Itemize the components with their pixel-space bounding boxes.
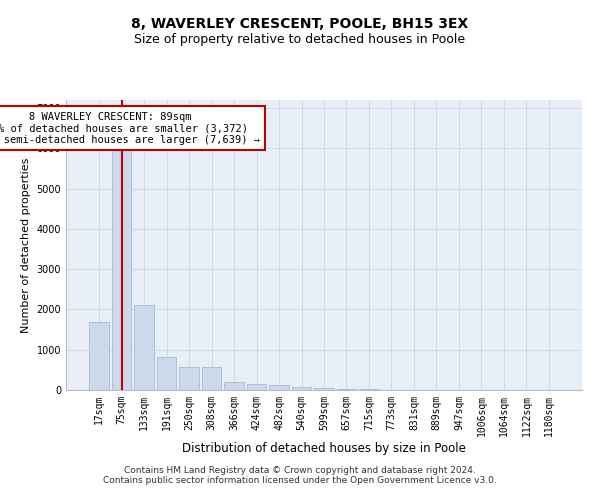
Bar: [314, 388, 334, 390]
Bar: [179, 368, 199, 390]
Text: 8 WAVERLEY CRESCENT: 89sqm
← 30% of detached houses are smaller (3,372)
69% of s: 8 WAVERLEY CRESCENT: 89sqm ← 30% of deta…: [0, 112, 260, 145]
X-axis label: Distribution of detached houses by size in Poole: Distribution of detached houses by size …: [182, 442, 466, 454]
Bar: [134, 306, 154, 390]
Bar: [112, 128, 131, 390]
Bar: [247, 384, 266, 390]
Bar: [157, 357, 176, 390]
Bar: [292, 387, 311, 390]
Bar: [202, 368, 221, 390]
Bar: [224, 382, 244, 390]
Bar: [337, 389, 356, 390]
Text: Size of property relative to detached houses in Poole: Size of property relative to detached ho…: [134, 32, 466, 46]
Bar: [269, 385, 289, 390]
Text: Contains HM Land Registry data © Crown copyright and database right 2024.
Contai: Contains HM Land Registry data © Crown c…: [103, 466, 497, 485]
Y-axis label: Number of detached properties: Number of detached properties: [21, 158, 31, 332]
Bar: [89, 322, 109, 390]
Text: 8, WAVERLEY CRESCENT, POOLE, BH15 3EX: 8, WAVERLEY CRESCENT, POOLE, BH15 3EX: [131, 18, 469, 32]
